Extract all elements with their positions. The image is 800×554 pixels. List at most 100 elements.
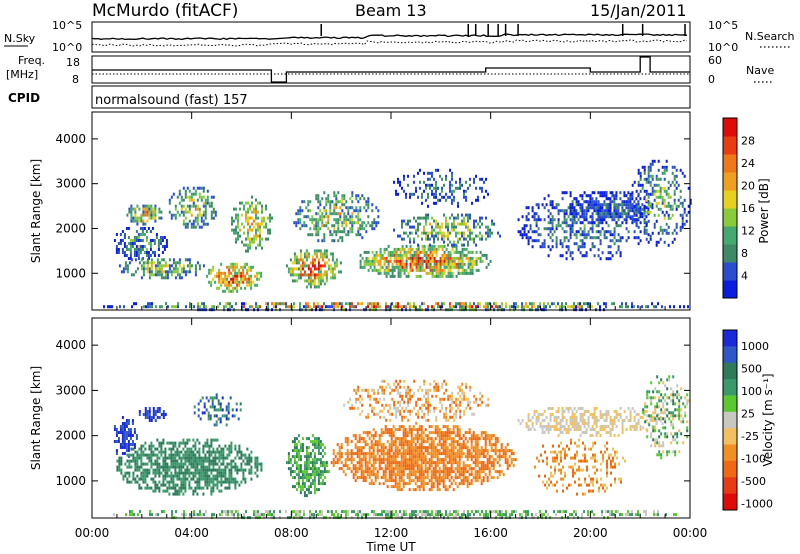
heatmap-cell (186, 264, 189, 268)
heatmap-cell (149, 230, 152, 233)
heatmap-cell (382, 473, 385, 477)
heatmap-cell (162, 483, 165, 487)
heatmap-cell (357, 227, 360, 231)
heatmap-cell (172, 258, 175, 262)
heatmap-cell (601, 194, 604, 198)
heatmap-cell (222, 453, 225, 457)
heatmap-cell (463, 216, 465, 220)
heatmap-cell (607, 209, 610, 213)
heatmap-cell (323, 470, 326, 474)
heatmap-cell (343, 221, 346, 225)
date-title: 15/Jan/2011 (590, 1, 687, 20)
heatmap-cell (182, 477, 185, 481)
heatmap-cell (299, 488, 302, 492)
freq-series (92, 56, 690, 83)
heatmap-cell (184, 489, 187, 493)
heatmap-cell (372, 434, 375, 438)
heatmap-cell (119, 443, 122, 446)
heatmap-cell (341, 305, 343, 309)
heatmap-cell (287, 267, 290, 271)
heatmap-cell (663, 228, 666, 232)
heatmap-cell (685, 219, 688, 223)
heatmap-cell (140, 453, 143, 457)
heatmap-cell (625, 227, 628, 231)
heatmap-cell (198, 453, 201, 457)
heatmap-cell (305, 476, 308, 480)
heatmap-cell (333, 224, 336, 228)
heatmap-cell (190, 192, 193, 196)
heatmap-cell (362, 479, 365, 483)
heatmap-cell (168, 201, 171, 205)
heatmap-cell (305, 252, 308, 256)
heatmap-cell (194, 486, 197, 490)
heatmap-cell (416, 437, 419, 441)
heatmap-cell (438, 488, 441, 492)
heatmap-cell (537, 227, 540, 231)
heatmap-cell (325, 305, 327, 309)
heatmap-cell (649, 234, 652, 238)
heatmap-cell (140, 258, 143, 262)
heatmap-cell (425, 250, 428, 254)
heatmap-cell (459, 256, 462, 260)
heatmap-cell (377, 259, 380, 263)
heatmap-cell (384, 458, 387, 462)
heatmap-cell (398, 473, 401, 477)
heatmap-cell (397, 192, 399, 196)
heatmap-cell (651, 162, 654, 166)
heatmap-cell (170, 447, 173, 451)
heatmap-cell (405, 256, 408, 260)
heatmap-cell (469, 228, 471, 232)
heatmap-cell (583, 191, 586, 195)
heatmap-cell (527, 230, 530, 234)
heatmap-cell (420, 428, 423, 432)
heatmap-cell (675, 186, 678, 190)
heatmap-cell (127, 428, 130, 431)
heatmap-cell (437, 247, 440, 251)
heatmap-cell (331, 239, 334, 243)
heatmap-cell (424, 470, 427, 474)
heatmap-cell (405, 274, 408, 278)
heatmap-cell (200, 198, 203, 202)
heatmap-cell (160, 483, 163, 487)
heatmap-cell (325, 249, 328, 253)
heatmap-cell (407, 234, 409, 238)
heatmap-cell (615, 197, 618, 201)
heatmap-cell (575, 233, 578, 237)
heatmap-cell (443, 262, 446, 266)
heatmap-cell (681, 171, 684, 175)
heatmap-cell (432, 446, 435, 450)
heatmap-cell (265, 207, 267, 211)
heatmap-cell (146, 204, 149, 208)
heatmap-cell (583, 242, 586, 246)
heatmap-cell (577, 200, 580, 204)
heatmap-cell (331, 212, 334, 216)
heatmap-cell (559, 209, 562, 213)
heatmap-cell (631, 183, 634, 187)
heatmap-cell (315, 221, 318, 225)
heatmap-cell (370, 446, 373, 450)
heatmap-cell (162, 438, 165, 442)
heatmap-cell (597, 218, 600, 222)
heatmap-cell (256, 274, 259, 278)
heatmap-cell (119, 431, 122, 434)
heatmap-cell (162, 462, 165, 466)
heatmap-cell (140, 474, 143, 478)
heatmap-cell (467, 271, 470, 275)
heatmap-cell (363, 259, 366, 263)
heatmap-cell (178, 453, 181, 457)
heatmap-cell (172, 486, 175, 490)
heatmap-cell (635, 189, 638, 193)
heatmap-cell (228, 471, 231, 475)
heatmap-cell (349, 206, 352, 210)
heatmap-cell (581, 239, 584, 243)
heatmap-cell (637, 305, 639, 309)
heatmap-cell (351, 212, 354, 216)
heatmap-cell (317, 479, 320, 483)
heatmap-cell (212, 277, 215, 281)
heatmap-cell (154, 413, 157, 416)
heatmap-cell (236, 480, 239, 484)
heatmap-cell (420, 479, 423, 483)
heatmap-cell (122, 474, 125, 478)
heatmap-cell (525, 218, 528, 222)
heatmap-cell (617, 212, 620, 216)
